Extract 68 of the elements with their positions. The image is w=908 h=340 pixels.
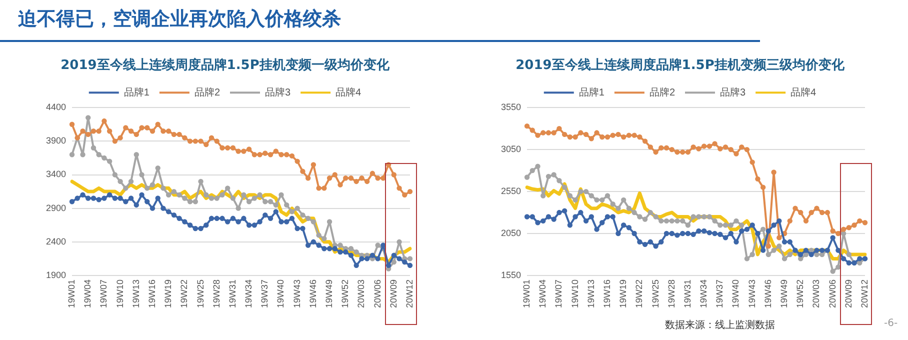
x-tick-label: 19W31 [227,279,238,308]
source-note: 数据来源：线上监测数据 [665,318,775,332]
x-tick-label: 20W09 [843,279,854,308]
text: 迫不得已，空调企业再次陷入价格绞杀 [18,7,341,32]
x-tick-label: 19W31 [682,279,692,308]
x-tick-label: 19W46 [308,279,318,308]
x-tick-label: 19W16 [602,279,612,308]
x-tick-label: 19W34 [244,279,254,308]
chart-title: 2019至今线上连续周度品牌1.5P挂机变频一级均价变化 [60,57,390,74]
x-tick-label: 19W16 [146,279,157,308]
y-tick-label: 3050 [500,144,522,154]
x-tick-label: 19W49 [779,279,790,308]
legend-label: 品牌2 [194,86,220,98]
x-tick-label: 19W43 [746,279,757,308]
y-tick-label: 2400 [46,236,66,246]
y-tick-label: 3400 [46,169,66,180]
x-tick-label: 19W04 [82,279,93,308]
x-tick-label: 19W25 [650,279,660,308]
x-tick-label: 19W07 [98,279,109,308]
y-tick-label: 2550 [500,186,522,196]
x-tick-label: 19W46 [762,279,773,308]
y-tick-label: 1900 [46,270,66,280]
chart-title: 2019至今线上连续周度品牌1.5P挂机变频三级均价变化 [516,57,846,74]
legend-label: 品牌1 [578,86,605,98]
x-tick-label: 19W01 [66,279,77,308]
x-tick-label: 19W22 [634,279,644,308]
x-tick-label: 19W19 [163,279,174,308]
y-tick-label: 3900 [46,136,66,146]
x-tick-label: 19W37 [714,279,725,308]
legend-label: 品牌3 [720,86,746,98]
x-tick-label: 19W34 [698,279,709,308]
x-tick-label: 20W06 [372,279,382,308]
y-tick-label: 3550 [500,102,522,112]
x-tick-label: 19W43 [292,279,302,308]
y-tick-label: 2050 [500,228,522,238]
legend-label: 品牌2 [649,86,676,98]
x-tick-label: 20W03 [356,279,366,308]
x-tick-label: 19W28 [666,279,676,308]
legend-label: 品牌4 [790,86,817,98]
x-tick-label: 19W13 [586,279,596,308]
x-tick-label: 19W52 [795,279,806,308]
x-tick-label: 19W04 [538,279,548,308]
y-tick-label: 4400 [46,102,66,112]
x-tick-label: 19W10 [570,279,580,308]
legend-label: 品牌3 [265,86,291,98]
y-tick-label: 1550 [500,270,522,280]
x-tick-label: 19W10 [114,279,125,308]
text: -6- [884,318,898,329]
x-tick-label: 19W49 [324,279,334,308]
x-tick-label: 19W22 [179,279,190,308]
x-tick-label: 19W37 [260,279,270,308]
x-tick-label: 19W40 [276,279,286,308]
x-tick-label: 19W01 [522,279,532,308]
x-tick-label: 19W19 [618,279,628,308]
x-tick-label: 20W09 [388,279,398,308]
x-tick-label: 20W12 [859,279,870,308]
x-tick-label: 19W25 [195,279,206,308]
x-tick-label: 19W13 [130,279,141,308]
x-tick-label: 20W12 [404,279,414,308]
x-tick-label: 20W03 [811,279,822,308]
x-tick-label: 19W07 [554,279,564,308]
legend-label: 品牌4 [336,86,362,98]
x-tick-label: 19W28 [211,279,222,308]
x-tick-label: 20W06 [827,279,838,308]
y-tick-label: 2900 [46,202,66,213]
x-tick-label: 19W40 [730,279,741,308]
x-tick-label: 19W52 [340,279,350,308]
legend-label: 品牌1 [124,86,150,98]
